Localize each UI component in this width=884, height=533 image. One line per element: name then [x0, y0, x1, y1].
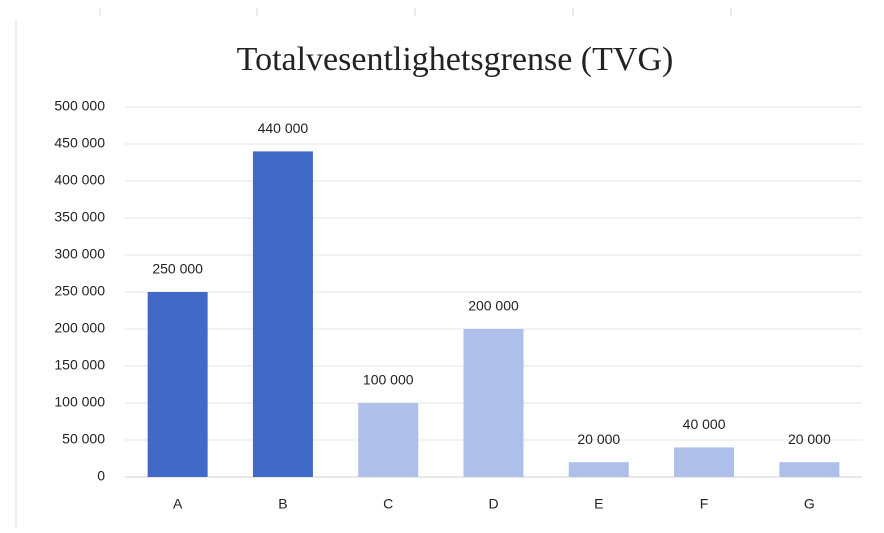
x-tick-label: G — [804, 496, 815, 512]
y-tick-label: 500 000 — [54, 98, 105, 114]
data-label: 200 000 — [468, 298, 519, 314]
y-tick-label: 350 000 — [54, 209, 105, 225]
data-label: 250 000 — [152, 261, 203, 277]
bar — [147, 292, 208, 477]
data-label: 20 000 — [788, 431, 831, 447]
data-label: 100 000 — [363, 372, 414, 388]
x-tick-label: A — [173, 496, 183, 512]
x-tick-label: E — [594, 496, 603, 512]
y-tick-label: 150 000 — [54, 357, 105, 373]
bar — [252, 151, 313, 477]
data-label: 20 000 — [577, 431, 620, 447]
bar — [358, 403, 419, 477]
data-label: 440 000 — [258, 120, 309, 136]
x-tick-label: C — [383, 496, 393, 512]
y-tick-label: 250 000 — [54, 283, 105, 299]
x-tick-label: F — [700, 496, 709, 512]
bar — [779, 462, 840, 477]
bar — [674, 447, 735, 477]
chart-title: Totalvesentlighetsgrense (TVG) — [237, 41, 674, 78]
x-tick-label: D — [488, 496, 498, 512]
y-tick-label: 450 000 — [54, 135, 105, 151]
y-tick-label: 0 — [97, 468, 105, 484]
bar — [568, 462, 629, 477]
y-tick-label: 200 000 — [54, 320, 105, 336]
data-label: 40 000 — [683, 416, 726, 432]
y-tick-label: 400 000 — [54, 172, 105, 188]
bar — [463, 329, 524, 477]
x-tick-label: B — [278, 496, 287, 512]
y-tick-label: 100 000 — [54, 394, 105, 410]
y-tick-label: 50 000 — [62, 431, 105, 447]
y-tick-label: 300 000 — [54, 246, 105, 262]
